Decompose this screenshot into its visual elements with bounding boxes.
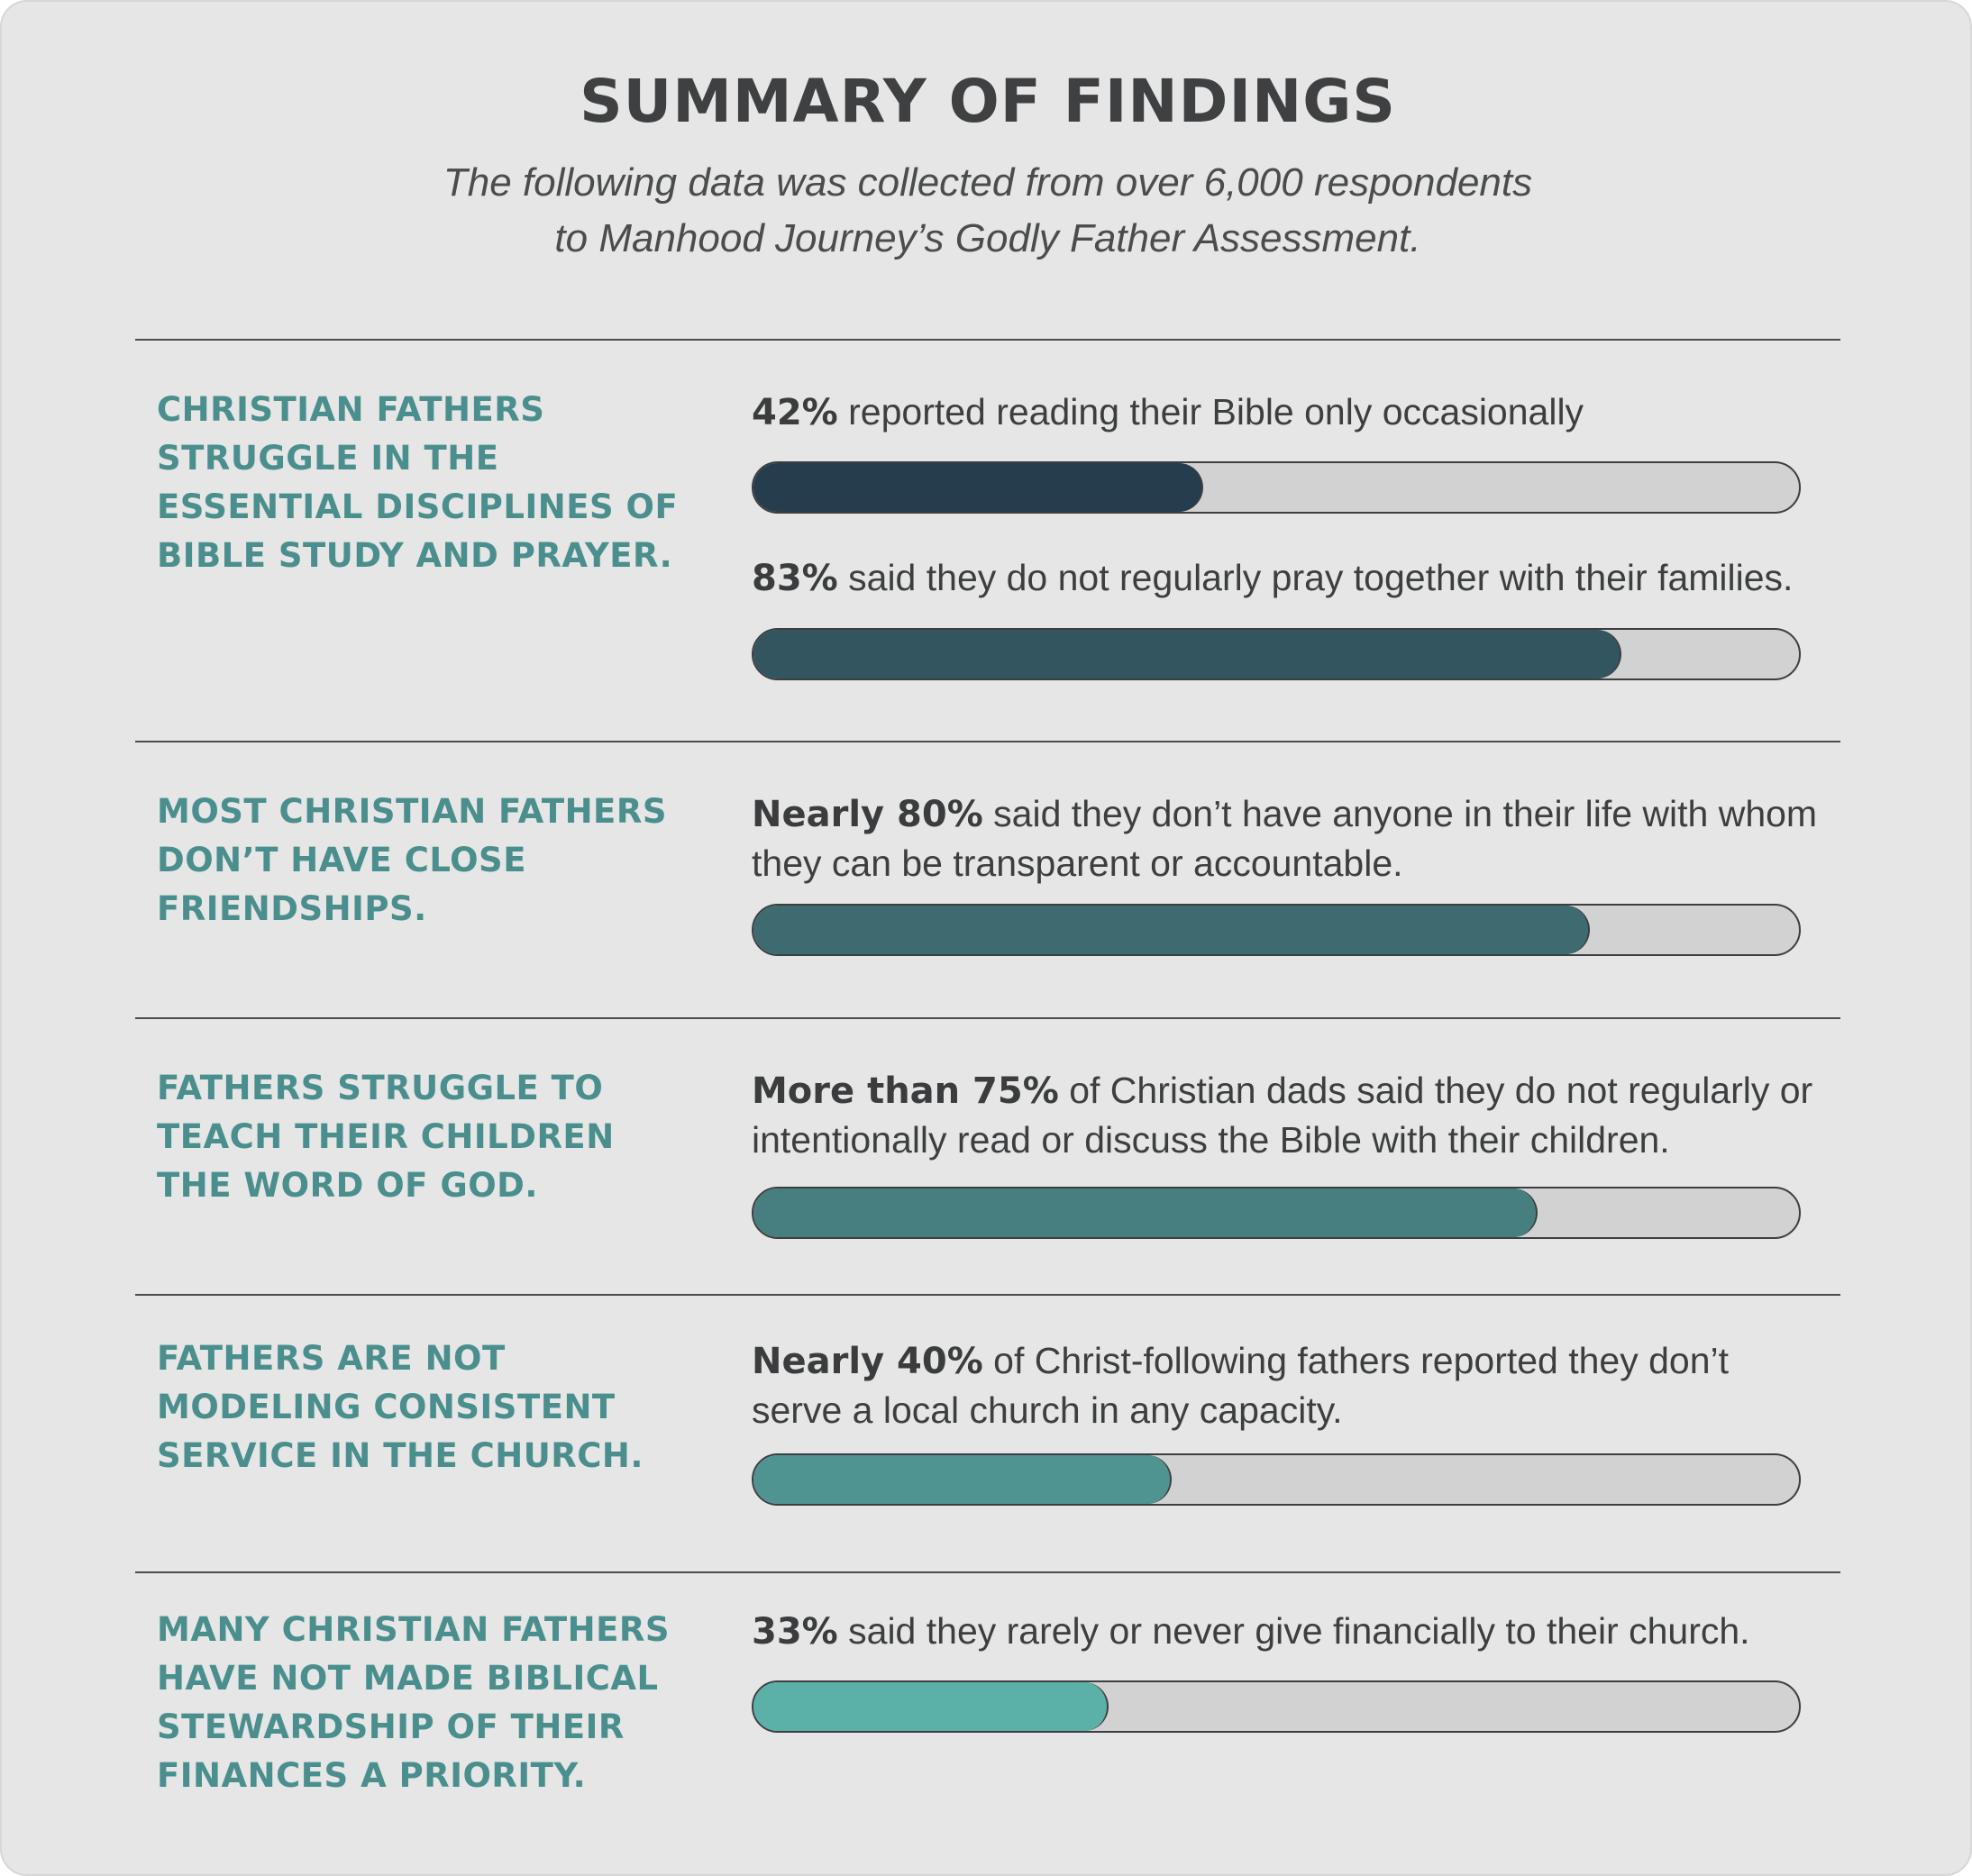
stat-description: of Christ-following fathers reported the… xyxy=(982,1340,1730,1381)
bar-track xyxy=(752,1187,1801,1239)
bar-bible-reading xyxy=(753,463,1203,512)
finding-heading-line: FRIENDSHIPS. xyxy=(157,889,427,928)
page-title: SUMMARY OF FINDINGS xyxy=(580,67,1396,136)
finding-heading-line: FATHERS ARE NOT xyxy=(157,1339,506,1378)
stat-description: said they rarely or never give financial… xyxy=(837,1610,1750,1652)
finding-heading-line: STEWARDSHIP OF THEIR xyxy=(157,1708,625,1746)
finding-heading-bible-prayer: CHRISTIAN FATHERS STRUGGLE IN THE ESSENT… xyxy=(157,386,716,580)
stat-teach-children: More than 75% of Christian dads said the… xyxy=(752,1066,1851,1164)
stat-description-line-2: they can be transparent or accountable. xyxy=(752,842,1403,884)
bar-track xyxy=(752,904,1801,956)
stat-value: 42% xyxy=(752,392,838,433)
stat-value: 83% xyxy=(752,558,838,599)
subtitle-line-1: The following data was collected from ov… xyxy=(443,160,1533,205)
finding-heading-line: HAVE NOT MADE BIBLICAL xyxy=(157,1659,659,1698)
divider xyxy=(135,1294,1840,1296)
finding-heading-line: MOST CHRISTIAN FATHERS xyxy=(157,792,667,831)
finding-heading-line: THE WORD OF GOD. xyxy=(157,1166,538,1205)
stat-description: said they do not regularly pray together… xyxy=(837,557,1794,598)
stat-description-line-2: serve a local church in any capacity. xyxy=(752,1389,1343,1431)
bar-track xyxy=(752,461,1801,514)
stat-value: More than 75% xyxy=(752,1070,1059,1112)
stat-accountability: Nearly 80% said they don’t have anyone i… xyxy=(752,789,1851,888)
finding-heading-teach-children: FATHERS STRUGGLE TO TEACH THEIR CHILDREN… xyxy=(157,1064,716,1210)
finding-heading-line: FINANCES A PRIORITY. xyxy=(157,1756,587,1795)
bar-church-service xyxy=(753,1455,1172,1504)
stat-description: of Christian dads said they do not regul… xyxy=(1058,1070,1813,1111)
finding-heading-service: FATHERS ARE NOT MODELING CONSISTENT SERV… xyxy=(157,1334,716,1480)
bar-giving xyxy=(753,1682,1109,1731)
finding-heading-stewardship: MANY CHRISTIAN FATHERS HAVE NOT MADE BIB… xyxy=(157,1606,716,1800)
divider xyxy=(135,339,1840,341)
bar-family-prayer xyxy=(753,630,1621,678)
finding-heading-line: ESSENTIAL DISCIPLINES OF xyxy=(157,487,679,526)
bar-teach-children xyxy=(753,1188,1538,1237)
bar-track xyxy=(752,628,1801,680)
bar-accountability xyxy=(753,906,1590,954)
finding-heading-line: SERVICE IN THE CHURCH. xyxy=(157,1436,644,1475)
page-subtitle: The following data was collected from ov… xyxy=(2,155,1972,267)
finding-heading-line: MODELING CONSISTENT xyxy=(157,1388,616,1426)
bar-track xyxy=(752,1453,1801,1506)
divider xyxy=(135,1017,1840,1019)
stat-description-line-2: intentionally read or discuss the Bible … xyxy=(752,1119,1670,1161)
stat-giving: 33% said they rarely or never give finan… xyxy=(752,1607,1851,1656)
finding-heading-line: CHRISTIAN FATHERS xyxy=(157,390,545,429)
stat-value: 33% xyxy=(752,1611,838,1653)
stat-church-service: Nearly 40% of Christ-following fathers r… xyxy=(752,1336,1851,1434)
subtitle-line-2: to Manhood Journey’s Godly Father Assess… xyxy=(554,216,1421,260)
finding-heading-line: DON’T HAVE CLOSE xyxy=(157,841,526,879)
finding-heading-friendships: MOST CHRISTIAN FATHERS DON’T HAVE CLOSE … xyxy=(157,788,716,933)
finding-heading-line: BIBLE STUDY AND PRAYER. xyxy=(157,536,673,575)
finding-heading-line: FATHERS STRUGGLE TO xyxy=(157,1069,604,1107)
finding-heading-line: STRUGGLE IN THE xyxy=(157,439,499,478)
divider xyxy=(135,741,1840,742)
stat-family-prayer: 83% said they do not regularly pray toge… xyxy=(752,553,1851,603)
finding-heading-line: MANY CHRISTIAN FATHERS xyxy=(157,1610,671,1649)
stat-description: reported reading their Bible only occasi… xyxy=(837,391,1584,433)
stat-description: said they don’t have anyone in their lif… xyxy=(982,793,1818,834)
stat-value: Nearly 40% xyxy=(752,1341,983,1382)
bar-track xyxy=(752,1680,1801,1733)
stat-bible-reading: 42% reported reading their Bible only oc… xyxy=(752,387,1851,437)
finding-heading-line: TEACH THEIR CHILDREN xyxy=(157,1117,615,1156)
divider xyxy=(135,1571,1840,1573)
stat-value: Nearly 80% xyxy=(752,794,983,835)
